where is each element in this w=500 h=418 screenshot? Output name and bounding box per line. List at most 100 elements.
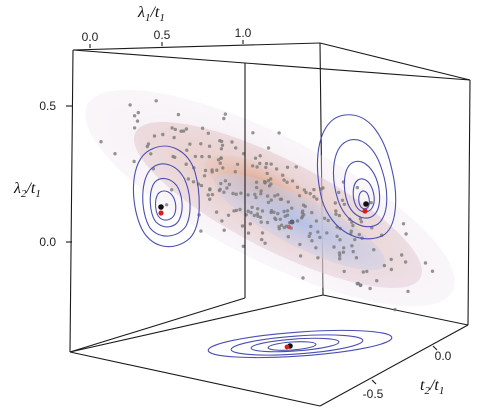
contour-left-wall <box>132 145 200 248</box>
sample-point <box>99 140 103 144</box>
sample-point <box>164 203 169 207</box>
sample-point <box>342 246 346 250</box>
sample-point <box>351 223 355 228</box>
sample-point <box>219 147 224 151</box>
sample-point <box>191 180 196 184</box>
sample-point <box>349 229 353 233</box>
sample-point <box>246 231 251 235</box>
contour-floor-3 <box>250 337 340 353</box>
sample-point <box>200 154 204 159</box>
sample-point <box>280 223 284 227</box>
sample-point <box>430 269 435 273</box>
box-edge-front-top-left <box>72 49 246 64</box>
sample-point <box>302 188 306 192</box>
sample-point <box>335 234 339 238</box>
sample-point <box>220 219 224 223</box>
sample-point <box>113 152 117 156</box>
sample-point <box>206 131 210 135</box>
sample-point <box>276 211 280 216</box>
sample-point <box>186 177 190 181</box>
sample-point <box>337 190 341 195</box>
sample-point <box>208 187 212 191</box>
sample-point <box>222 228 226 232</box>
sample-point <box>269 177 273 181</box>
box-edge-front-right <box>467 79 471 326</box>
sample-point <box>338 238 342 242</box>
sample-point <box>251 164 255 168</box>
sample-point <box>309 224 313 229</box>
box-edge-top-right <box>319 42 471 81</box>
sample-point <box>269 210 273 215</box>
contour-floor-4 <box>267 341 317 351</box>
sample-point <box>403 260 408 264</box>
sample-point <box>357 232 361 237</box>
sample-point <box>225 186 229 190</box>
sample-point <box>372 248 376 252</box>
sample-point <box>266 179 271 183</box>
sample-point <box>332 245 336 249</box>
sample-point <box>269 182 273 186</box>
sample-point <box>223 112 227 116</box>
sample-point <box>220 139 224 144</box>
sample-point <box>326 218 330 223</box>
sample-point <box>274 217 278 222</box>
sample-point <box>152 134 157 138</box>
sample-point <box>368 286 372 291</box>
z-tick-label: -0.5 <box>363 387 384 401</box>
sample-point <box>369 201 373 205</box>
sample-point <box>314 219 319 223</box>
sample-point <box>184 162 188 166</box>
sample-point <box>246 193 250 197</box>
sample-point <box>235 162 240 166</box>
sample-point <box>207 154 211 159</box>
sample-point <box>214 210 219 214</box>
sample-point <box>300 216 304 220</box>
z-axis-ticks: 0.0 -0.5 <box>363 345 452 401</box>
sample-point <box>233 170 237 174</box>
sample-point <box>208 197 212 201</box>
sample-point <box>222 190 226 194</box>
sample-point <box>290 179 295 183</box>
sample-point <box>210 168 214 172</box>
sample-point <box>361 270 365 274</box>
x-tick-label: 0.5 <box>154 28 171 42</box>
contour-floor <box>207 329 393 359</box>
sample-point <box>259 192 263 196</box>
sample-point <box>193 154 198 159</box>
sample-point <box>219 181 223 186</box>
sample-point <box>308 191 312 196</box>
contour-right-5 <box>358 190 370 210</box>
sample-point <box>231 191 235 196</box>
sample-point <box>253 156 258 160</box>
sample-point <box>172 135 176 140</box>
sample-point <box>359 283 363 287</box>
sample-point <box>319 187 323 191</box>
sample-point <box>264 165 268 170</box>
sample-point <box>135 119 140 123</box>
sample-point <box>258 154 262 158</box>
sample-point <box>273 194 277 198</box>
sample-point <box>260 237 264 242</box>
sample-point <box>254 195 258 200</box>
sample-point <box>260 209 265 213</box>
sample-point <box>239 191 243 195</box>
sample-point <box>334 212 338 216</box>
sample-point <box>341 250 346 254</box>
density-surfaces <box>85 89 455 307</box>
sample-point <box>132 114 137 118</box>
sample-point <box>276 193 280 197</box>
sample-point <box>199 142 203 146</box>
sample-point <box>310 210 314 215</box>
box-edge-front-bottom-right <box>319 324 469 407</box>
sample-point <box>181 129 186 133</box>
sample-point <box>355 282 359 286</box>
sample-point <box>215 168 219 172</box>
sample-point <box>179 129 183 133</box>
sample-point <box>255 212 259 216</box>
sample-point <box>400 253 404 257</box>
sample-point <box>184 127 189 131</box>
sample-point <box>218 161 222 165</box>
sample-point <box>278 197 283 201</box>
true-point-center <box>286 224 292 230</box>
sample-point <box>298 242 302 247</box>
